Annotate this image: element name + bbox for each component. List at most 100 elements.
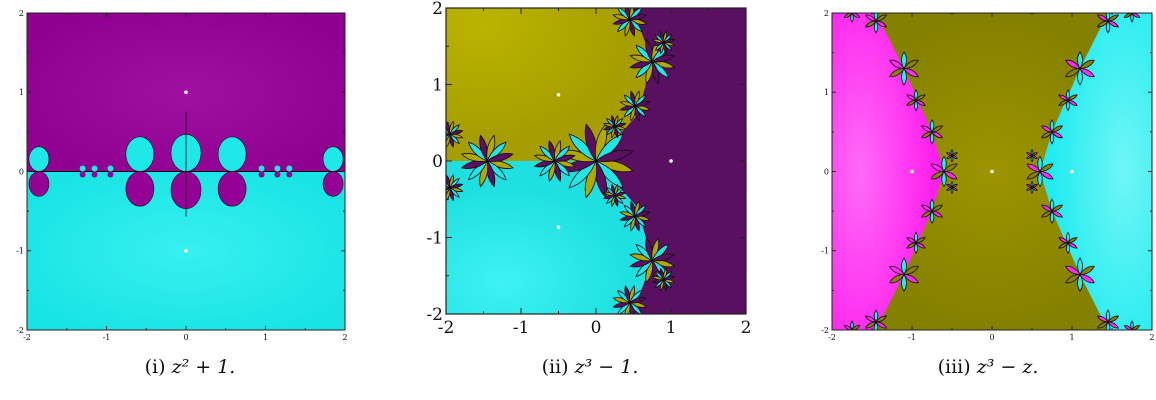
plot-i: -2 -1 0 1 2 2 1 0 -1 -2	[16, 9, 347, 342]
julia-lobe	[662, 38, 676, 44]
root-marker	[669, 159, 673, 163]
julia-lobe	[217, 136, 247, 172]
julia-lobe	[930, 163, 945, 172]
julia-lobe	[1065, 68, 1081, 78]
julia-lobe	[91, 165, 98, 172]
root-marker	[184, 90, 188, 95]
julia-lobe	[906, 94, 917, 101]
julia-lobe	[28, 171, 50, 197]
julia-lobe	[1030, 148, 1034, 157]
julia-lobe	[931, 204, 944, 212]
julia-lobe	[915, 99, 926, 106]
julia-lobe	[889, 274, 905, 284]
caption-iii: (iii) z³ − z.	[928, 356, 1048, 378]
julia-lobe	[1031, 186, 1038, 191]
julia-lobe	[1065, 274, 1081, 284]
julia-lobe	[920, 131, 933, 139]
caption-label: (i)	[144, 356, 166, 378]
julia-lobe	[125, 136, 155, 172]
julia-lobe	[1131, 329, 1135, 330]
julia-lobe	[322, 146, 344, 172]
julia-lobe	[903, 59, 919, 69]
x-tick-label: 1	[666, 318, 677, 338]
julia-lobe	[1039, 163, 1054, 172]
julia-lobe	[873, 309, 879, 323]
root-markers	[910, 169, 1074, 174]
julia-lobe	[1066, 99, 1070, 112]
julia-lobe	[107, 171, 114, 178]
julia-lobe	[1067, 99, 1078, 106]
julia-lobe	[1096, 20, 1109, 28]
julia-lobe	[1026, 183, 1033, 188]
root-markers	[556, 92, 673, 230]
julia-lobe	[1130, 13, 1134, 23]
julia-lobe	[1067, 237, 1078, 244]
root-marker	[556, 225, 561, 230]
julia-lobe	[915, 94, 926, 101]
x-tick-label: -2	[828, 333, 836, 342]
julia-lobe	[1129, 329, 1133, 330]
julia-lobe	[1067, 242, 1078, 249]
julia-lobe	[1026, 171, 1041, 180]
y-tick-label: 0	[19, 167, 24, 176]
julia-lobe	[889, 59, 905, 69]
x-tick-label: 2	[741, 318, 752, 338]
x-tick-label: 2	[1149, 333, 1154, 342]
julia-lobe	[1096, 321, 1109, 329]
julia-lobe	[941, 155, 947, 173]
julia-lobe	[79, 171, 86, 178]
julia-lobe	[1129, 13, 1133, 14]
julia-lobe	[1066, 231, 1070, 244]
julia-lobe	[1049, 198, 1055, 212]
x-tick-label: -1	[908, 333, 916, 342]
y-tick-label: -1	[16, 247, 24, 256]
julia-lobe	[951, 183, 958, 188]
julia-lobe	[951, 186, 958, 191]
caption-label: (iii)	[937, 356, 971, 378]
julia-lobe	[1049, 131, 1055, 145]
julia-boundary	[27, 111, 345, 217]
julia-lobe	[941, 170, 947, 188]
y-tick-label: -2	[16, 326, 24, 335]
julia-lobe	[875, 315, 888, 323]
julia-lobe	[1058, 242, 1069, 249]
julia-lobe	[1058, 237, 1069, 244]
julia-lobe	[274, 171, 281, 178]
julia-lobe	[950, 180, 954, 189]
julia-lobe	[1065, 59, 1081, 69]
julia-lobe	[486, 153, 514, 162]
julia-lobe	[628, 297, 648, 304]
julia-lobe	[931, 131, 944, 139]
julia-lobe	[217, 171, 247, 207]
julia-lobe	[1107, 20, 1120, 28]
julia-lobe	[946, 155, 953, 160]
julia-lobe	[1079, 265, 1095, 275]
root-marker	[184, 248, 188, 253]
julia-lobe	[875, 321, 888, 329]
julia-lobe	[79, 165, 86, 172]
julia-lobe	[950, 186, 954, 195]
y-tick-label: 0	[824, 167, 829, 176]
julia-lobe	[903, 265, 919, 275]
julia-lobe	[929, 131, 935, 145]
julia-lobe	[1049, 119, 1055, 133]
julia-lobe	[914, 99, 918, 112]
julia-lobe	[850, 320, 854, 330]
x-tick-label: -2	[438, 318, 455, 338]
caption-math: z³ − z.	[976, 356, 1039, 378]
figure-panel-i: -2 -1 0 1 2 2 1 0 -1 -2 (i) z² + 1.	[0, 0, 360, 400]
julia-lobe	[595, 149, 634, 163]
caption-label: (ii)	[541, 356, 569, 378]
julia-lobe	[889, 68, 905, 78]
julia-lobe	[1058, 99, 1069, 106]
julia-lobe	[1037, 155, 1043, 173]
julia-lobe	[851, 329, 853, 330]
julia-lobe	[1096, 14, 1109, 22]
x-tick-label: -1	[103, 333, 111, 342]
julia-lobe	[613, 191, 627, 197]
julia-lobe	[901, 257, 907, 276]
julia-lobe	[553, 154, 576, 162]
julia-lobe	[849, 13, 853, 14]
julia-lobe	[1079, 274, 1095, 284]
julia-lobe	[920, 204, 933, 212]
